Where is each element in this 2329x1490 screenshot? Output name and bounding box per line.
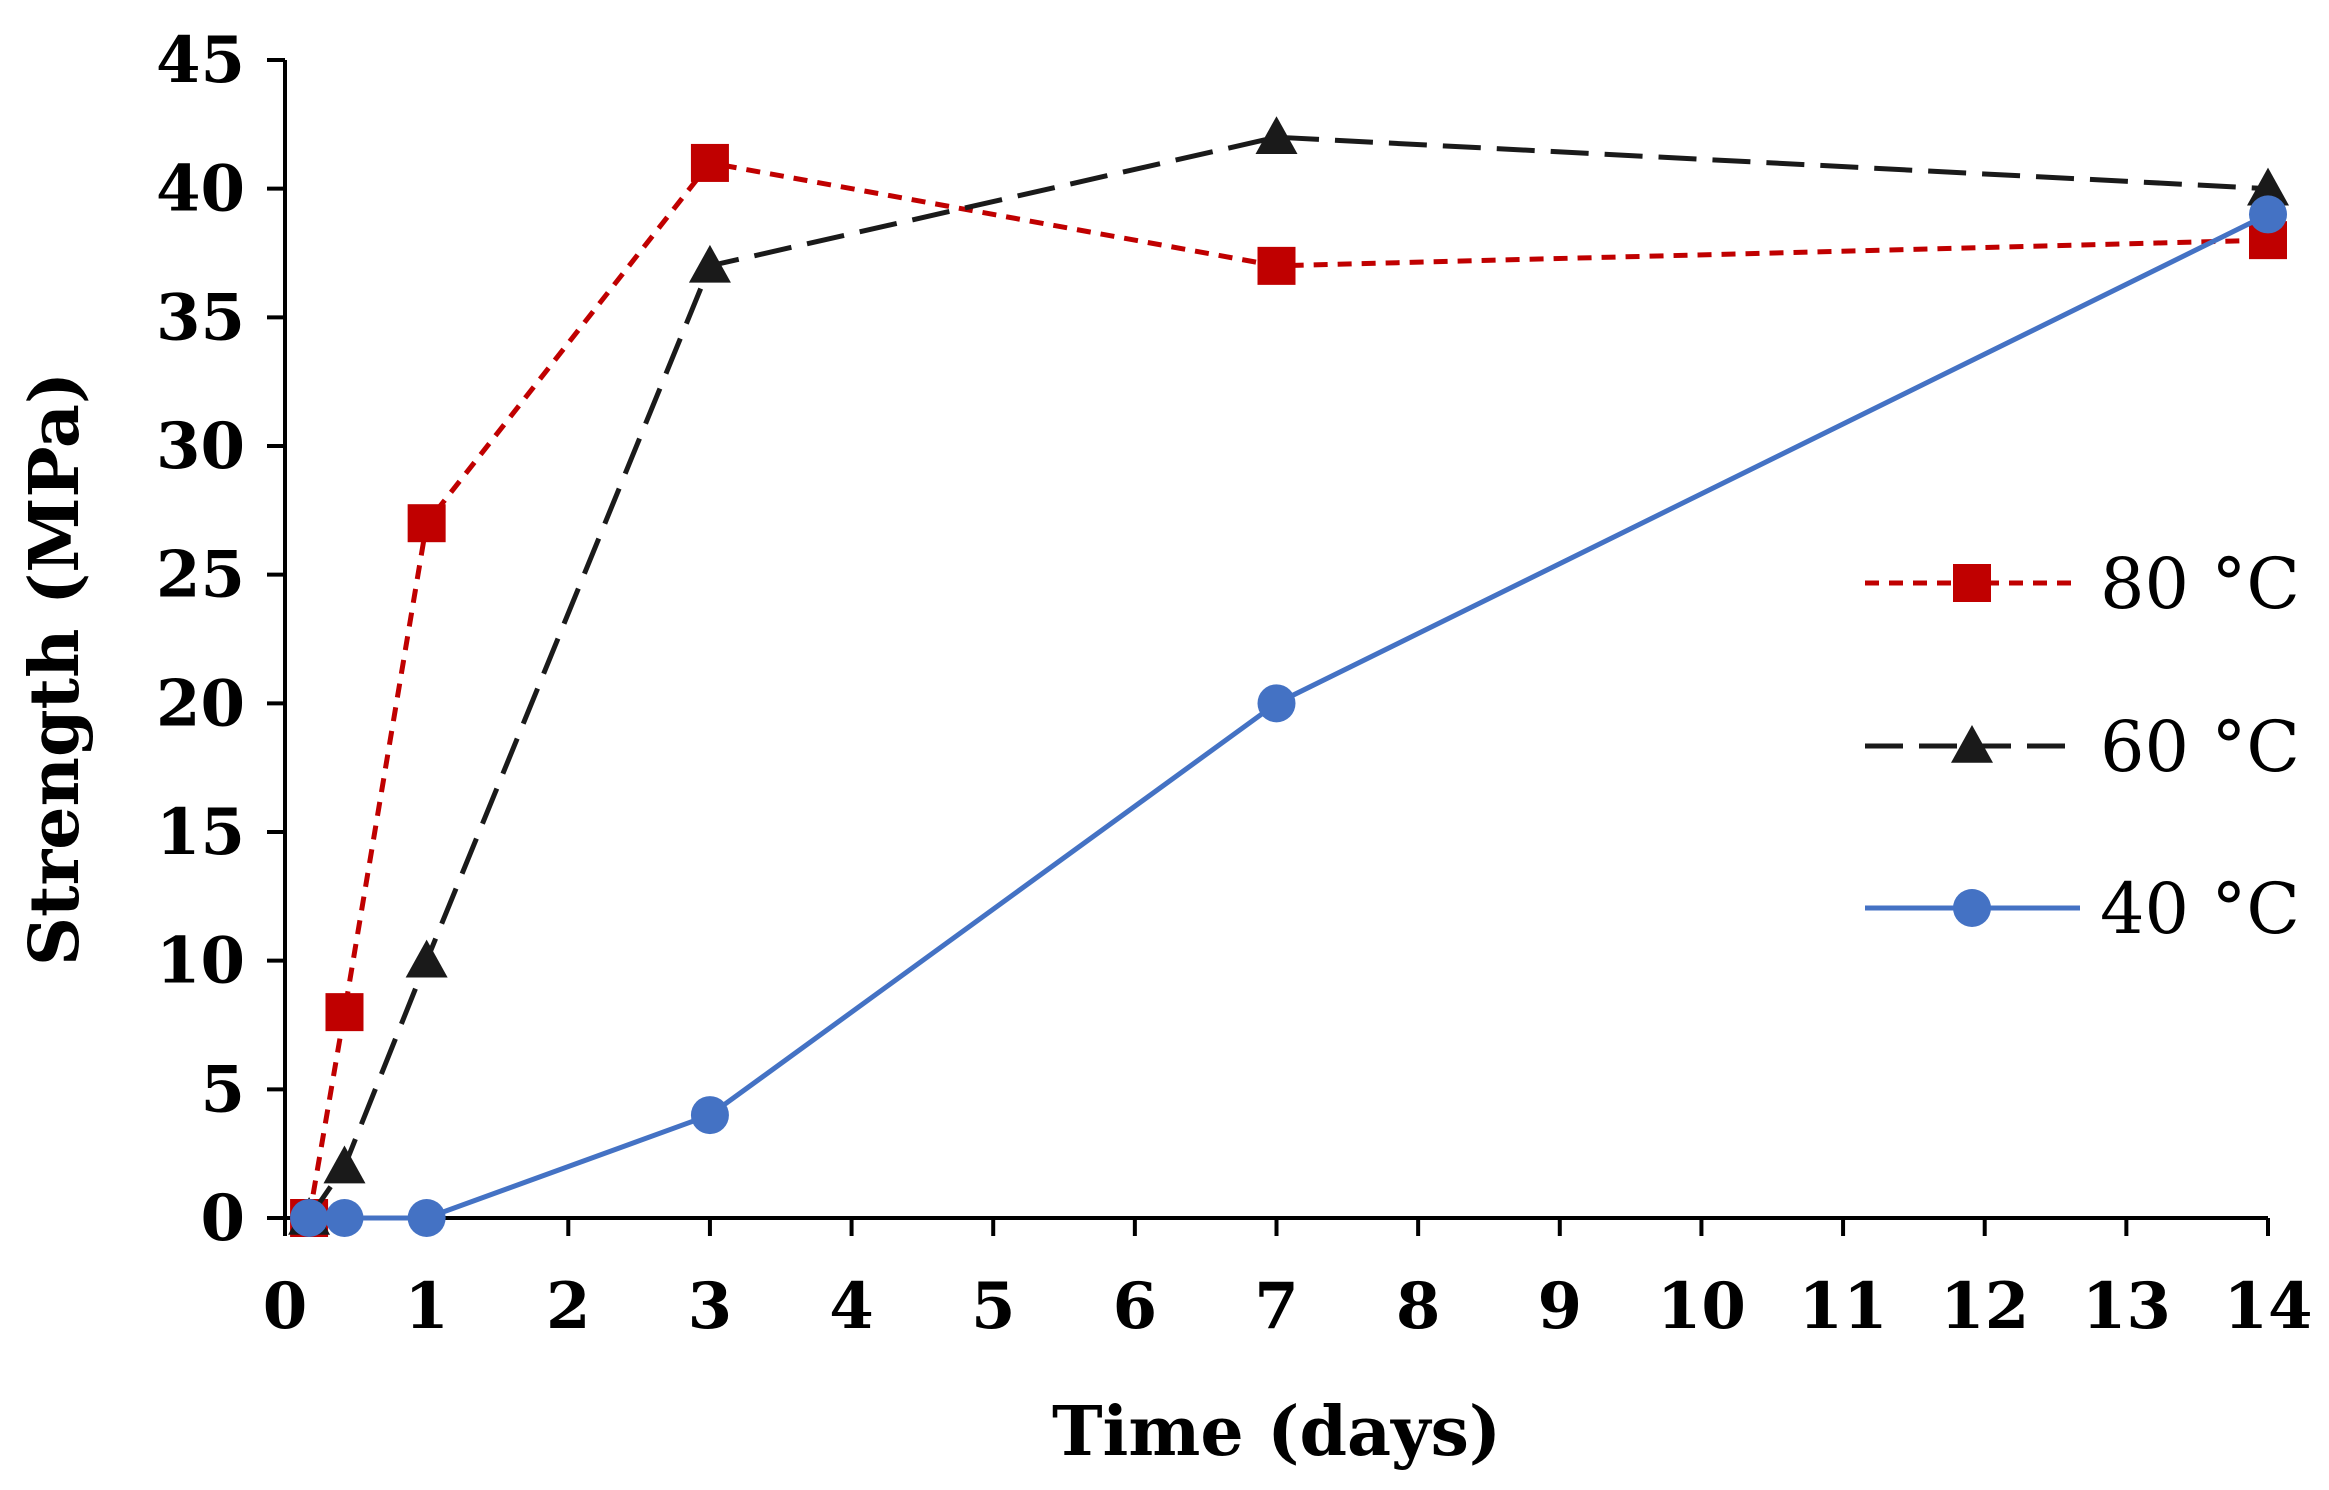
x-tick-label: 4 [829,1269,874,1344]
legend-marker [1953,564,1991,602]
data-point [323,1145,366,1184]
data-point [690,143,729,182]
x-tick-label: 8 [1396,1269,1441,1344]
x-tick-label: 5 [971,1269,1016,1344]
data-point [2249,195,2287,234]
x-tick-label: 3 [688,1269,733,1344]
legend-item: 60 °C [1865,706,2300,788]
y-tick-label: 5 [200,1052,245,1127]
series-layer [288,116,2289,1237]
series-line [306,160,2269,1219]
series-2 [290,195,2287,1237]
x-tick-label: 14 [2223,1269,2312,1344]
y-tick-label: 30 [156,409,245,484]
x-tick-label: 13 [2082,1269,2171,1344]
series-line [307,134,2269,1220]
legend-item: 80 °C [1865,543,2300,625]
x-tick-label: 0 [263,1269,308,1344]
data-point [325,1199,364,1237]
legend-label: 60 °C [2100,706,2300,788]
legend: 80 °C 60 °C 40 °C [1865,543,2300,950]
x-tick-label: 7 [1254,1269,1299,1344]
y-tick-label: 45 [156,23,245,98]
legend-marker [1953,889,1991,927]
x-tick-label: 12 [1940,1269,2029,1344]
legend-marker [1951,725,1993,763]
x-tick-label: 2 [546,1269,591,1344]
y-tick-label: 15 [156,795,245,870]
y-tick-label: 25 [156,538,245,613]
y-tick-label: 40 [156,152,245,227]
x-tick-label: 10 [1657,1269,1746,1344]
data-point [325,993,364,1032]
y-axis-title: Strength (MPa) [15,372,95,966]
x-tick-label: 11 [1799,1269,1888,1344]
x-tick-label: 1 [404,1269,449,1344]
data-point [1257,684,1296,723]
data-point [405,939,448,978]
legend-label: 80 °C [2100,543,2300,625]
data-point [690,1096,729,1135]
legend-label: 40 °C [2100,868,2300,950]
y-tick-label: 10 [156,924,245,999]
data-point [2247,167,2289,206]
legend-item: 40 °C [1865,868,2300,950]
x-tick-label: 9 [1538,1269,1583,1344]
y-tick-label: 20 [156,666,245,741]
y-tick-label: 0 [200,1181,245,1256]
data-point [407,504,446,543]
data-point [688,244,731,283]
data-point [290,1199,329,1237]
x-axis-title: Time (days) [1052,1392,1501,1472]
data-point [1257,246,1296,285]
y-tick-label: 35 [156,280,245,355]
x-tick-label: 6 [1113,1269,1158,1344]
data-point [407,1199,446,1237]
data-point [1255,116,1298,154]
